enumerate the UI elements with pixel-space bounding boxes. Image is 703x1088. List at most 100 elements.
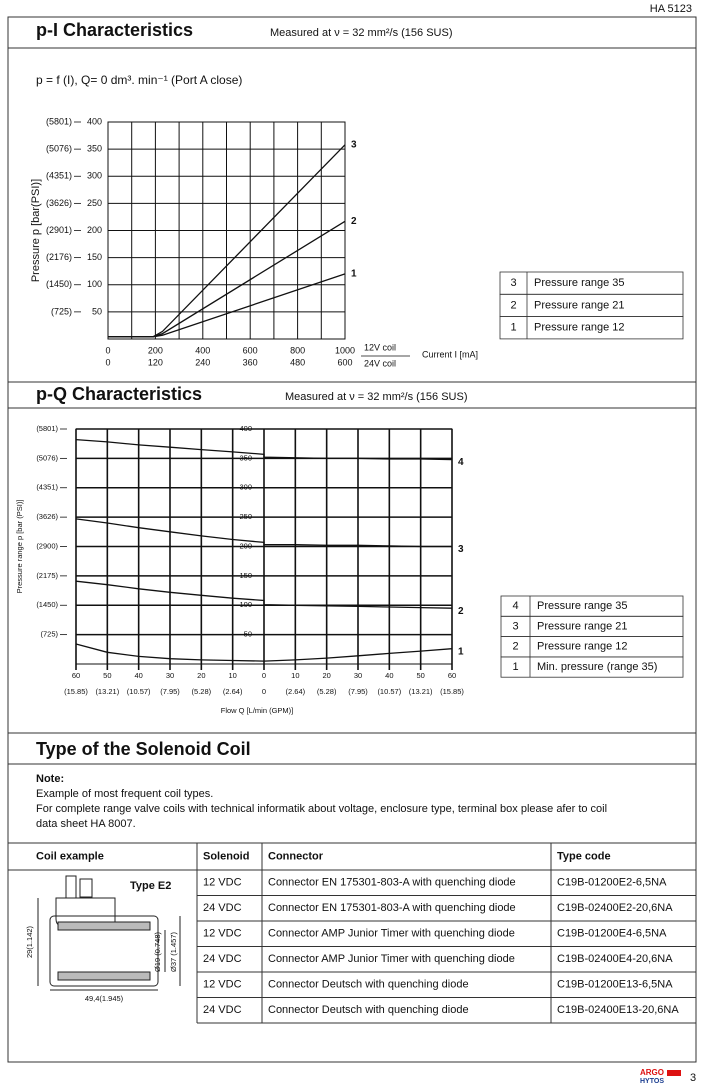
- psi-tick-label: (5076): [46, 144, 72, 154]
- x2-tick-label: (13.21): [409, 687, 433, 696]
- legend-label: Pressure range 12: [534, 322, 625, 334]
- table-cell: 12 VDC: [203, 877, 242, 889]
- table-header: Type code: [557, 850, 611, 862]
- series-label: 3: [351, 139, 357, 150]
- x2-tick-label: (13.21): [95, 687, 119, 696]
- y-tick-label: 300: [87, 171, 102, 181]
- psi-tick-label: (3626): [36, 512, 58, 521]
- legend-number: 3: [512, 620, 518, 632]
- psi-tick-label: (725): [40, 630, 58, 639]
- x-tick-label: 40: [385, 671, 393, 680]
- x-tick-label: 40: [134, 671, 142, 680]
- brand: HYTOS: [640, 1078, 664, 1085]
- table-cell: C19B-01200E4-6,5NA: [557, 928, 667, 940]
- x2-tick-label: (2.64): [286, 687, 306, 696]
- table-header: Coil example: [36, 850, 104, 862]
- doc-id: HA 5123: [650, 3, 692, 15]
- section-title: p-I Characteristics: [36, 20, 193, 40]
- note-label: Note:: [36, 773, 64, 785]
- x-tick-label: 0: [105, 345, 110, 355]
- y-tick-label: 350: [239, 453, 252, 462]
- x2-tick-label: 0: [262, 687, 266, 696]
- legend-cell: [499, 316, 684, 340]
- table-cell: 24 VDC: [203, 1004, 242, 1016]
- coil-type: Type E2: [130, 880, 171, 892]
- psi-tick-label: (1450): [46, 279, 72, 289]
- section-subtitle: Measured at ν = 32 mm²/s (156 SUS): [270, 27, 452, 39]
- x-tick-label: 400: [195, 345, 210, 355]
- x-tick-label: 20: [197, 671, 205, 680]
- series-label: 1: [458, 646, 464, 657]
- y-tick-label: 300: [239, 483, 252, 492]
- psi-tick-label: (5801): [36, 424, 58, 433]
- y-tick-label: 50: [244, 630, 252, 639]
- brand: ARGO: [640, 1068, 664, 1077]
- table-cell: C19B-01200E13-6,5NA: [557, 979, 673, 991]
- formula: p = f (I), Q= 0 dm³. min⁻¹ (Port A close…: [36, 73, 242, 87]
- section-title: p-Q Characteristics: [36, 384, 202, 404]
- psi-tick-label: (725): [51, 306, 72, 316]
- table-cell: 24 VDC: [203, 953, 242, 965]
- legend-label: Pressure range 35: [537, 600, 628, 612]
- legend-label: Pressure range 12: [537, 641, 628, 653]
- series-label: 3: [458, 544, 464, 555]
- x-tick-label: 0: [262, 671, 266, 680]
- x-axis-name: 12V coil: [364, 342, 396, 352]
- x-tick-label: 60: [448, 671, 456, 680]
- coil-body: [49, 915, 159, 987]
- series-line: [75, 643, 453, 662]
- y-tick-label: 100: [87, 279, 102, 289]
- winding: [57, 971, 151, 981]
- x2-tick-label: (15.85): [64, 687, 88, 696]
- legend-cell: [500, 656, 684, 678]
- x-axis-name: 24V coil: [364, 358, 396, 368]
- section-subtitle: Measured at ν = 32 mm²/s (156 SUS): [285, 391, 467, 403]
- dimension-label: 29(1.142): [25, 925, 34, 958]
- y-axis-title: Pressure range p [bar (PSI)]: [15, 500, 24, 594]
- y-tick-label: 150: [239, 571, 252, 580]
- x-tick-label: 60: [72, 671, 80, 680]
- x2-tick-label: (5.28): [317, 687, 337, 696]
- x-tick-label: 30: [166, 671, 174, 680]
- table-cell: Connector AMP Junior Timer with quenchin…: [268, 953, 515, 965]
- x2-tick-label: 240: [195, 357, 210, 367]
- y-tick-label: 400: [239, 424, 252, 433]
- x-tick-label: 50: [416, 671, 424, 680]
- legend-label: Pressure range 21: [537, 620, 628, 632]
- psi-tick-label: (3626): [46, 198, 72, 208]
- table-cell: C19B-01200E2-6,5NA: [557, 877, 667, 889]
- series-label: 2: [351, 216, 357, 227]
- x-axis-title: Flow Q [L/min (GPM)]: [221, 706, 294, 715]
- series-line: [75, 580, 453, 609]
- y-tick-label: 150: [87, 252, 102, 262]
- x-tick-label: 1000: [335, 345, 355, 355]
- y-tick-label: 250: [239, 512, 252, 521]
- legend-label: Min. pressure (range 35): [537, 661, 657, 673]
- psi-tick-label: (2176): [46, 252, 72, 262]
- legend-number: 3: [510, 277, 516, 289]
- legend-label: Pressure range 35: [534, 277, 625, 289]
- table-header: Connector: [268, 850, 324, 862]
- y-tick-label: 250: [87, 198, 102, 208]
- y-tick-label: 50: [92, 306, 102, 316]
- x-tick-label: 30: [354, 671, 362, 680]
- x-tick-label: 600: [243, 345, 258, 355]
- table-cell: Connector AMP Junior Timer with quenchin…: [268, 928, 515, 940]
- y-tick-label: 350: [87, 144, 102, 154]
- table-cell: C19B-02400E2-20,6NA: [557, 902, 673, 914]
- x2-tick-label: 360: [243, 357, 258, 367]
- table-cell: Connector Deutsch with quenching diode: [268, 1004, 469, 1016]
- x2-tick-label: (2.64): [223, 687, 243, 696]
- x2-tick-label: (10.57): [127, 687, 151, 696]
- x2-tick-label: (7.95): [348, 687, 368, 696]
- psi-tick-label: (2900): [36, 541, 58, 550]
- coil-drawing: [37, 875, 181, 991]
- psi-tick-label: (1450): [36, 600, 58, 609]
- dimension-label: Ø37 (1.457): [169, 931, 178, 972]
- series-line: [75, 438, 453, 461]
- x-tick-label: 50: [103, 671, 111, 680]
- psi-tick-label: (2175): [36, 571, 58, 580]
- table-cell: 12 VDC: [203, 979, 242, 991]
- y-tick-label: 200: [87, 225, 102, 235]
